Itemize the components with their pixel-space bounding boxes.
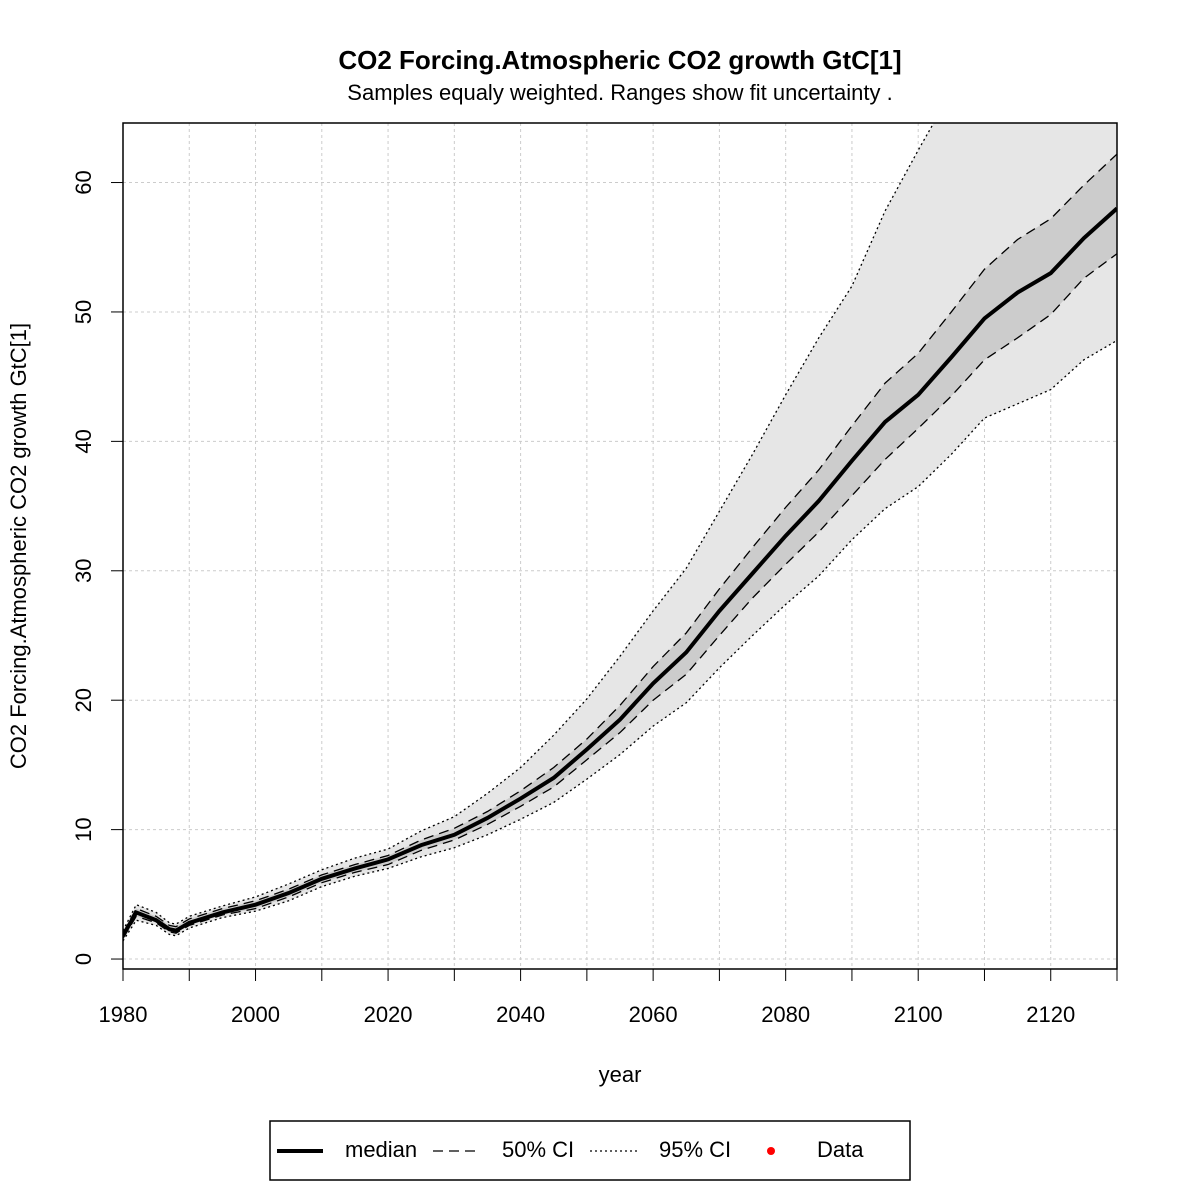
axes: 1980 2000 2020 2040 2060 2080 2100 2120 0 10 20 30 4…: [71, 170, 1118, 1027]
y-tick-label: 60: [71, 170, 96, 194]
median-line: [123, 206, 1117, 937]
y-tick-label: 50: [71, 300, 96, 324]
y-tick-label: 40: [71, 429, 96, 453]
legend-label: 95% CI: [659, 1137, 731, 1162]
y-axis-label: CO2 Forcing.Atmospheric CO2 growth GtC[1…: [6, 323, 31, 769]
legend-swatch: [767, 1147, 775, 1155]
x-tick-label: 2100: [894, 1002, 943, 1027]
x-tick-label: 2060: [629, 1002, 678, 1027]
x-tick-label: 1980: [99, 1002, 148, 1027]
x-tick-label: 2000: [231, 1002, 280, 1027]
y-tick-label: 30: [71, 559, 96, 583]
y-tick-label: 0: [71, 953, 96, 965]
legend-label: 50% CI: [502, 1137, 574, 1162]
x-tick-label: 2080: [761, 1002, 810, 1027]
ci-line: [123, 253, 1117, 939]
legend-label: median: [345, 1137, 417, 1162]
ci-line: [123, 153, 1117, 934]
legend: [269, 1120, 911, 1181]
ci-band: [123, 123, 1117, 941]
y-tick-label: 10: [71, 817, 96, 841]
ci-line: [123, 123, 935, 931]
x-axis-label: year: [599, 1062, 642, 1087]
legend-items: median 50% CI 95% CI Data: [277, 1137, 864, 1162]
plot-frame: [122, 122, 1118, 970]
chart-subtitle: Samples equaly weighted. Ranges show fit…: [347, 80, 892, 105]
chart-title: CO2 Forcing.Atmospheric CO2 growth GtC[1…: [338, 45, 901, 75]
x-tick-label: 2040: [496, 1002, 545, 1027]
y-tick-label: 20: [71, 688, 96, 712]
ci-line: [123, 339, 1117, 942]
legend-label: Data: [817, 1137, 864, 1162]
x-tick-label: 2120: [1026, 1002, 1075, 1027]
x-tick-label: 2020: [364, 1002, 413, 1027]
plot-area: [123, 123, 1117, 969]
